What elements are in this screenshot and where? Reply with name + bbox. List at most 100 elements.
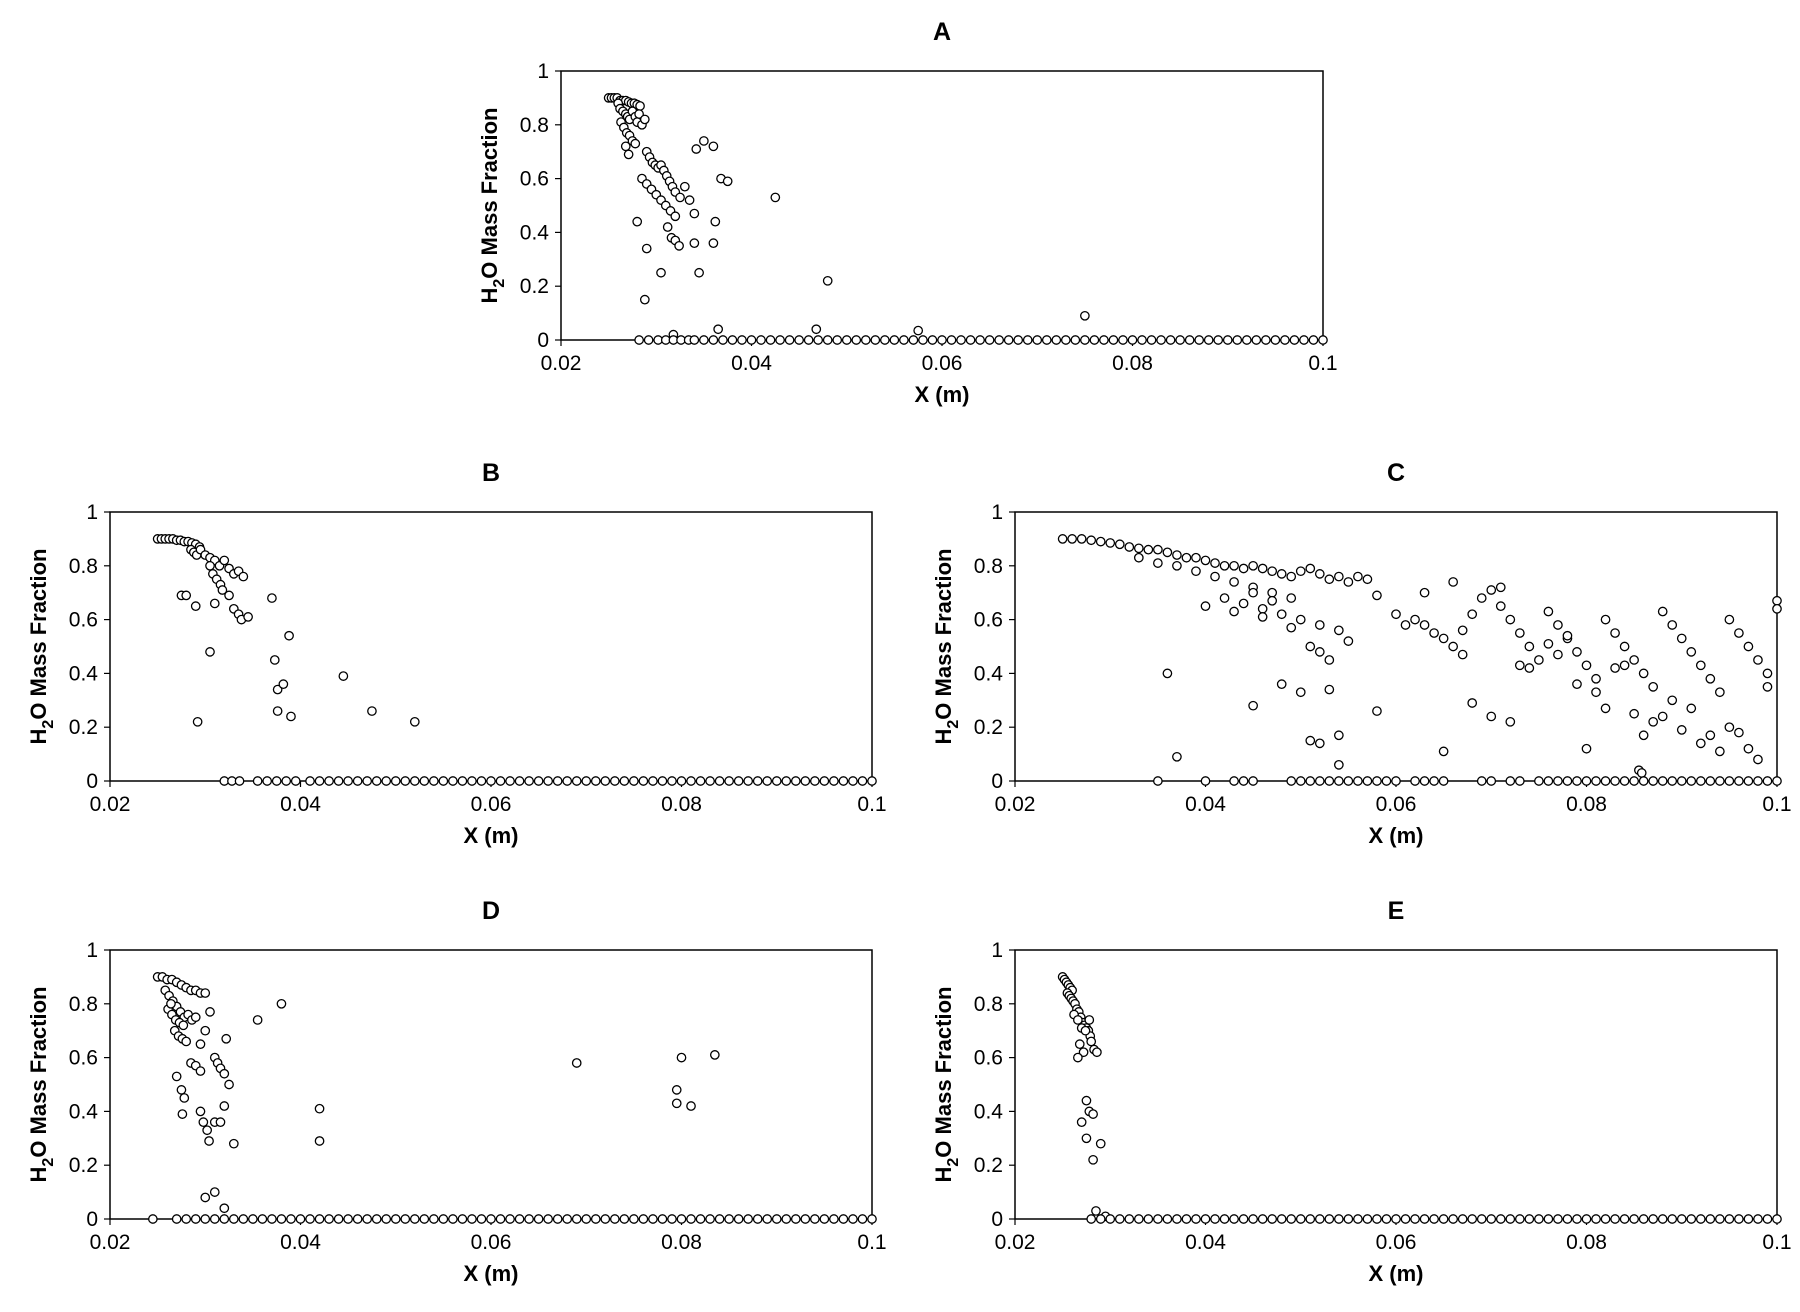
data-point <box>1172 560 1182 571</box>
data-point <box>927 335 938 345</box>
x-tick-label: 0.1 <box>1308 352 1337 375</box>
data-point <box>1343 577 1354 587</box>
data-point <box>1676 725 1687 735</box>
data-point <box>1372 706 1382 716</box>
data-point <box>276 998 287 1009</box>
data-point <box>733 1214 744 1224</box>
data-point <box>1448 1214 1459 1224</box>
data-point <box>1041 335 1052 345</box>
data-point <box>1210 558 1220 568</box>
data-point <box>1086 535 1097 546</box>
data-point <box>1543 606 1554 617</box>
data-point <box>813 335 824 345</box>
data-point <box>1686 1214 1697 1224</box>
data-point <box>1314 738 1325 749</box>
y-tick-label: 0 <box>991 1208 1003 1231</box>
data-point <box>514 1214 525 1224</box>
data-point <box>838 776 849 786</box>
data-point <box>166 998 176 1009</box>
data-point <box>1534 776 1544 786</box>
data-point <box>1305 776 1316 786</box>
data-point <box>1514 776 1525 786</box>
data-point <box>619 776 630 786</box>
data-point <box>662 222 673 232</box>
data-point <box>1092 1047 1102 1058</box>
data-point <box>1241 335 1252 345</box>
x-tick-label: 0.02 <box>995 793 1036 816</box>
data-point <box>1343 636 1354 646</box>
panel-title: B <box>482 459 500 487</box>
data-point <box>1203 335 1214 345</box>
data-point <box>879 335 890 345</box>
data-point <box>819 1214 830 1224</box>
data-point <box>1219 1214 1230 1224</box>
data-point <box>1676 633 1687 644</box>
data-point <box>1257 563 1268 574</box>
data-point <box>913 325 924 336</box>
data-point <box>1638 776 1649 786</box>
data-point <box>552 776 563 786</box>
data-point <box>176 1085 187 1095</box>
data-point <box>1362 574 1373 585</box>
data-point <box>784 335 795 345</box>
data-point <box>204 1136 214 1146</box>
data-point <box>1676 1214 1687 1224</box>
data-point <box>1667 1214 1678 1224</box>
data-point <box>841 335 852 345</box>
data-point <box>581 776 592 786</box>
data-point <box>708 335 719 345</box>
data-point <box>1419 620 1430 630</box>
data-point <box>1267 587 1278 598</box>
data-point <box>1495 582 1506 593</box>
data-point <box>1391 776 1401 786</box>
data-points <box>1057 972 1782 1224</box>
y-tick-label: 0.8 <box>974 993 1003 1016</box>
data-point <box>838 1214 849 1224</box>
data-point <box>724 1214 734 1224</box>
data-point <box>1505 716 1516 727</box>
data-point <box>848 1214 858 1224</box>
data-point <box>829 776 839 786</box>
data-point <box>381 1214 392 1224</box>
data-point <box>352 1214 363 1224</box>
data-point <box>1610 663 1620 673</box>
data-point <box>257 1214 268 1224</box>
data-point <box>543 1214 554 1224</box>
data-point <box>209 1214 220 1224</box>
data-point <box>634 335 644 345</box>
data-point <box>908 335 919 345</box>
data-point <box>252 1015 263 1025</box>
data-point <box>870 335 881 345</box>
data-point <box>1629 708 1639 719</box>
data-point <box>1270 335 1281 345</box>
data-point <box>1153 558 1163 568</box>
data-point <box>860 335 871 345</box>
data-point <box>179 1093 190 1103</box>
data-point <box>1419 587 1430 598</box>
data-points <box>603 93 1328 345</box>
data-point <box>1295 687 1306 698</box>
data-point <box>1276 609 1287 620</box>
plot-area-frame <box>1014 949 1778 1220</box>
y-tick-label: 0.4 <box>69 662 99 685</box>
panel-title: A <box>933 18 951 46</box>
data-point <box>1175 335 1185 345</box>
data-point <box>1105 1214 1116 1224</box>
x-tick-label: 0.08 <box>1566 1231 1607 1254</box>
data-point <box>709 1050 720 1060</box>
data-point <box>1238 598 1249 609</box>
chart-panel-a: A 0 0.2 0.4 0.6 0.8 1 0.02 0.04 0.06 0.08 0.1 X (m) H… <box>477 18 1338 407</box>
data-point <box>505 1214 515 1224</box>
plot-area-frame <box>109 511 873 782</box>
data-point <box>533 776 544 786</box>
data-point <box>1619 641 1630 652</box>
data-point <box>619 1214 630 1224</box>
data-point <box>630 138 641 149</box>
x-tick-label: 0.1 <box>857 1231 886 1254</box>
data-point <box>224 1079 234 1090</box>
data-point <box>1076 1117 1087 1128</box>
data-point <box>811 324 822 335</box>
data-point <box>1715 687 1725 698</box>
data-point <box>1127 335 1138 345</box>
data-point <box>1657 776 1668 786</box>
